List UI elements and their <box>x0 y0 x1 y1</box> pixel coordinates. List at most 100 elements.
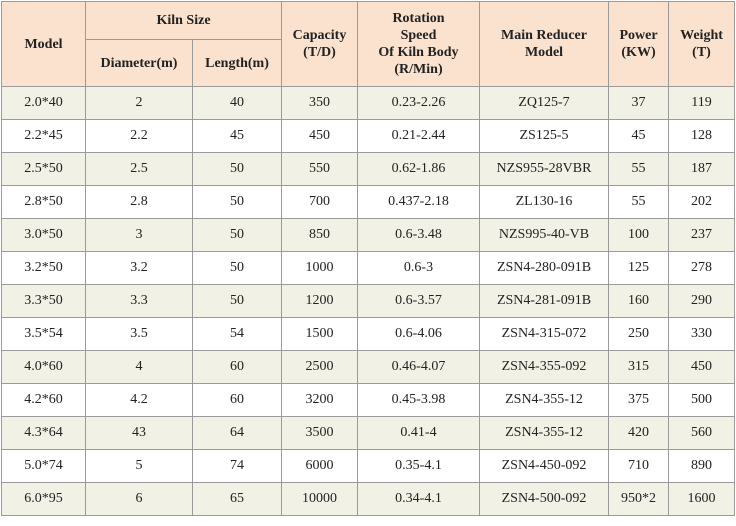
cell-diameter: 4.2 <box>85 383 193 417</box>
cell-capacity: 10000 <box>281 482 358 516</box>
cell-main-reducer: ZL130-16 <box>479 185 609 219</box>
cell-diameter: 4 <box>85 350 193 384</box>
kiln-spec-table: Model Kiln Size Capacity (T/D) Rotation Sp… <box>1 1 735 516</box>
cell-power: 420 <box>608 416 669 450</box>
cell-diameter: 3.5 <box>85 317 193 351</box>
cell-length: 65 <box>192 482 282 516</box>
cell-rotation-speed: 0.6-4.06 <box>357 317 480 351</box>
cell-rotation-speed: 0.23-2.26 <box>357 86 480 120</box>
cell-length: 45 <box>192 119 282 153</box>
cell-diameter: 3.2 <box>85 251 193 285</box>
cell-capacity: 700 <box>281 185 358 219</box>
cell-rotation-speed: 0.6-3 <box>357 251 480 285</box>
cell-power: 160 <box>608 284 669 318</box>
cell-rotation-speed: 0.41-4 <box>357 416 480 450</box>
cell-model: 2.8*50 <box>1 185 86 219</box>
cell-length: 50 <box>192 218 282 252</box>
cell-weight: 187 <box>668 152 735 186</box>
cell-weight: 330 <box>668 317 735 351</box>
cell-length: 50 <box>192 185 282 219</box>
cell-model: 4.2*60 <box>1 383 86 417</box>
cell-model: 2.2*45 <box>1 119 86 153</box>
cell-diameter: 2 <box>85 86 193 120</box>
cell-length: 64 <box>192 416 282 450</box>
cell-capacity: 1500 <box>281 317 358 351</box>
cell-rotation-speed: 0.45-3.98 <box>357 383 480 417</box>
cell-length: 40 <box>192 86 282 120</box>
cell-capacity: 6000 <box>281 449 358 483</box>
cell-power: 37 <box>608 86 669 120</box>
cell-diameter: 2.5 <box>85 152 193 186</box>
table-row: 3.5*54 3.5 54 1500 0.6-4.06 ZSN4-315-072 250 33… <box>1 317 735 351</box>
cell-model: 5.0*74 <box>1 449 86 483</box>
table-row: 3.2*50 3.2 50 1000 0.6-3 ZSN4-280-091B 125 278 <box>1 251 735 285</box>
cell-length: 60 <box>192 383 282 417</box>
cell-model: 4.3*64 <box>1 416 86 450</box>
cell-capacity: 1200 <box>281 284 358 318</box>
cell-weight: 450 <box>668 350 735 384</box>
cell-main-reducer: ZSN4-315-072 <box>479 317 609 351</box>
cell-diameter: 6 <box>85 482 193 516</box>
table-row: 2.5*50 2.5 50 550 0.62-1.86 NZS955-28VBR 55 187 <box>1 152 735 186</box>
cell-weight: 128 <box>668 119 735 153</box>
header-length: Length(m) <box>192 39 282 87</box>
cell-length: 50 <box>192 284 282 318</box>
header-rotation-speed: Rotation Speed Of Kiln Body (R/Min) <box>357 1 480 87</box>
table-row: 2.8*50 2.8 50 700 0.437-2.18 ZL130-16 55 202 <box>1 185 735 219</box>
cell-model: 3.5*54 <box>1 317 86 351</box>
cell-capacity: 3200 <box>281 383 358 417</box>
cell-power: 315 <box>608 350 669 384</box>
table-row: 6.0*95 6 65 10000 0.34-4.1 ZSN4-500-092 950*2 1… <box>1 482 735 516</box>
cell-weight: 202 <box>668 185 735 219</box>
cell-length: 74 <box>192 449 282 483</box>
cell-capacity: 1000 <box>281 251 358 285</box>
cell-main-reducer: ZQ125-7 <box>479 86 609 120</box>
table-row: 4.3*64 43 64 3500 0.41-4 ZSN4-355-12 420 560 <box>1 416 735 450</box>
table-row: 5.0*74 5 74 6000 0.35-4.1 ZSN4-450-092 710 890 <box>1 449 735 483</box>
cell-power: 250 <box>608 317 669 351</box>
cell-weight: 290 <box>668 284 735 318</box>
table-row: 3.0*50 3 50 850 0.6-3.48 NZS995-40-VB 100 237 <box>1 218 735 252</box>
header-diameter: Diameter(m) <box>85 39 193 87</box>
cell-weight: 119 <box>668 86 735 120</box>
cell-main-reducer: ZSN4-355-092 <box>479 350 609 384</box>
cell-weight: 278 <box>668 251 735 285</box>
cell-diameter: 2.2 <box>85 119 193 153</box>
cell-main-reducer: NZS995-40-VB <box>479 218 609 252</box>
cell-capacity: 850 <box>281 218 358 252</box>
cell-rotation-speed: 0.46-4.07 <box>357 350 480 384</box>
cell-capacity: 450 <box>281 119 358 153</box>
cell-power: 100 <box>608 218 669 252</box>
cell-main-reducer: ZS125-5 <box>479 119 609 153</box>
cell-diameter: 2.8 <box>85 185 193 219</box>
cell-model: 2.0*40 <box>1 86 86 120</box>
cell-length: 54 <box>192 317 282 351</box>
cell-power: 710 <box>608 449 669 483</box>
cell-length: 50 <box>192 251 282 285</box>
cell-diameter: 5 <box>85 449 193 483</box>
header-power: Power (KW) <box>608 1 669 87</box>
cell-length: 50 <box>192 152 282 186</box>
table-row: 2.0*40 2 40 350 0.23-2.26 ZQ125-7 37 119 <box>1 86 735 120</box>
cell-rotation-speed: 0.35-4.1 <box>357 449 480 483</box>
cell-model: 3.3*50 <box>1 284 86 318</box>
cell-main-reducer: ZSN4-280-091B <box>479 251 609 285</box>
cell-power: 55 <box>608 185 669 219</box>
table-body: 2.0*40 2 40 350 0.23-2.26 ZQ125-7 37 119 2.2*45 2… <box>1 86 735 516</box>
cell-capacity: 550 <box>281 152 358 186</box>
cell-main-reducer: ZSN4-281-091B <box>479 284 609 318</box>
header-weight: Weight (T) <box>668 1 735 87</box>
cell-rotation-speed: 0.34-4.1 <box>357 482 480 516</box>
header-capacity: Capacity (T/D) <box>281 1 358 87</box>
cell-weight: 1600 <box>668 482 735 516</box>
cell-main-reducer: ZSN4-355-12 <box>479 416 609 450</box>
cell-rotation-speed: 0.21-2.44 <box>357 119 480 153</box>
cell-capacity: 2500 <box>281 350 358 384</box>
table-row: 4.0*60 4 60 2500 0.46-4.07 ZSN4-355-092 315 450 <box>1 350 735 384</box>
table-row: 4.2*60 4.2 60 3200 0.45-3.98 ZSN4-355-12 375 50… <box>1 383 735 417</box>
cell-model: 3.2*50 <box>1 251 86 285</box>
table-header: Model Kiln Size Capacity (T/D) Rotation Sp… <box>1 1 735 87</box>
cell-weight: 560 <box>668 416 735 450</box>
cell-power: 950*2 <box>608 482 669 516</box>
cell-main-reducer: NZS955-28VBR <box>479 152 609 186</box>
